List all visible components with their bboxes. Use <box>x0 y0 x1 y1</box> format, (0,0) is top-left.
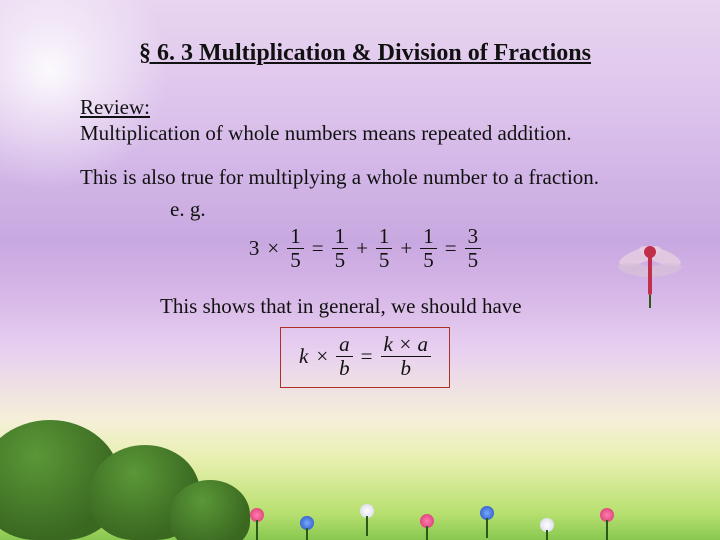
numerator: k × a <box>381 334 432 356</box>
numerator: a <box>336 334 353 356</box>
flower-icon <box>250 508 264 522</box>
denominator: 5 <box>376 249 393 271</box>
numerator: 3 <box>465 226 482 248</box>
flower-icon <box>360 504 374 518</box>
coefficient: 3 <box>249 236 260 261</box>
formula-box: k × a b = k × a b <box>280 327 450 388</box>
flower-icon <box>420 514 434 528</box>
fraction: 3 5 <box>465 226 482 271</box>
review-text: Multiplication of whole numbers means re… <box>80 120 650 146</box>
example-label: e. g. <box>170 197 206 222</box>
fraction: a b <box>336 334 353 379</box>
plus-operator: + <box>398 236 414 261</box>
example-equation: 3 × 1 5 = 1 5 + 1 5 + 1 5 = 3 5 <box>80 226 650 271</box>
times-operator: × <box>265 236 281 261</box>
numerator: 1 <box>287 226 304 248</box>
denominator: 5 <box>420 249 437 271</box>
flower-icon <box>540 518 554 532</box>
example-block: e. g. <box>170 197 650 222</box>
variable-k: k <box>299 344 308 369</box>
equals-operator: = <box>443 236 459 261</box>
foreground-scenery <box>0 450 720 540</box>
equals-operator: = <box>310 236 326 261</box>
denominator: 5 <box>287 249 304 271</box>
flower-icon <box>480 506 494 520</box>
numerator: 1 <box>420 226 437 248</box>
slide-title: § 6. 3 Multiplication & Division of Frac… <box>80 40 650 67</box>
numerator: 1 <box>376 226 393 248</box>
flower-icon <box>600 508 614 522</box>
fraction: k × a b <box>381 334 432 379</box>
denominator: b <box>398 357 415 379</box>
general-formula-block: k × a b = k × a b <box>80 327 650 388</box>
bush <box>0 420 120 540</box>
times-operator: × <box>314 344 330 369</box>
bush <box>90 445 200 540</box>
slide-content: § 6. 3 Multiplication & Division of Frac… <box>0 0 720 388</box>
flower-icon <box>300 516 314 530</box>
general-equation: k × a b = k × a b <box>299 334 431 379</box>
denominator: 5 <box>465 249 482 271</box>
bush <box>170 480 250 540</box>
numerator: 1 <box>332 226 349 248</box>
denominator: b <box>336 357 353 379</box>
review-heading: Review: <box>80 95 650 120</box>
equals-operator: = <box>359 344 375 369</box>
conclusion-text: This shows that in general, we should ha… <box>160 293 650 319</box>
plus-operator: + <box>354 236 370 261</box>
fraction: 1 5 <box>376 226 393 271</box>
fraction: 1 5 <box>420 226 437 271</box>
fraction: 1 5 <box>332 226 349 271</box>
statement-text: This is also true for multiplying a whol… <box>80 164 650 190</box>
fraction: 1 5 <box>287 226 304 271</box>
denominator: 5 <box>332 249 349 271</box>
